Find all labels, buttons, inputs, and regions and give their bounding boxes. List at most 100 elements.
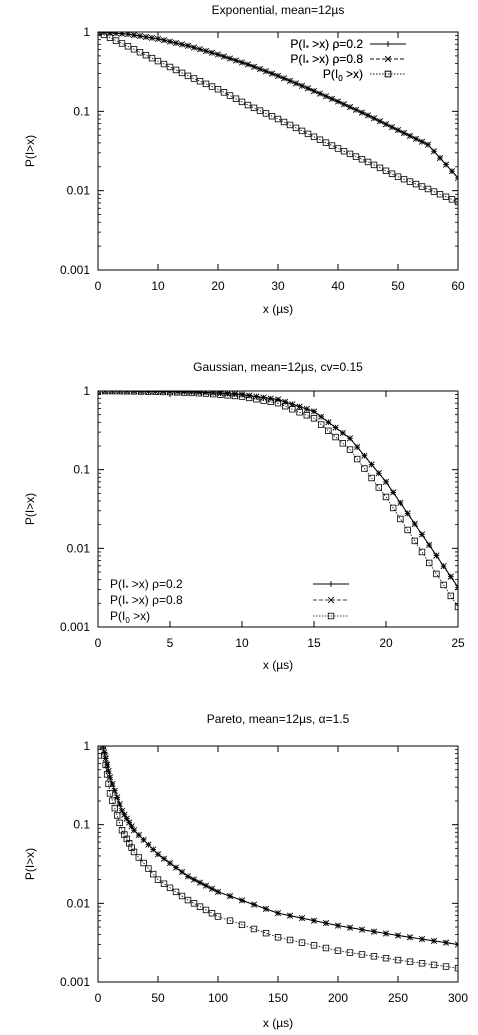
data-point — [224, 392, 231, 399]
data-point — [370, 115, 378, 122]
data-point — [154, 35, 162, 42]
data-point — [142, 33, 150, 41]
data-point — [267, 395, 274, 402]
data-point — [454, 174, 458, 181]
data-point — [244, 101, 252, 109]
y-tick-label: 0.001 — [60, 620, 90, 634]
data-point — [454, 603, 458, 611]
data-point — [130, 848, 138, 856]
data-point — [397, 515, 404, 523]
data-point — [382, 493, 390, 501]
data-point — [238, 921, 246, 929]
data-point — [250, 104, 258, 112]
data-point — [388, 170, 396, 177]
data-point — [328, 142, 336, 149]
data-point — [406, 132, 414, 140]
data-point — [440, 581, 447, 589]
data-point — [114, 812, 121, 819]
data-point — [111, 804, 118, 812]
legend-label: P(I0 >x) — [110, 609, 150, 625]
data-point — [226, 892, 234, 900]
data-point — [214, 888, 222, 895]
data-point — [166, 884, 174, 892]
plot-area — [98, 32, 458, 206]
x-axis-label: x (µs) — [263, 658, 293, 672]
data-point — [121, 811, 128, 818]
plot-frame — [97, 390, 459, 628]
data-point — [214, 51, 222, 58]
data-point — [303, 405, 310, 413]
data-point — [154, 851, 162, 858]
data-point — [390, 489, 397, 496]
data-point — [101, 749, 108, 756]
data-point — [274, 910, 282, 917]
data-point — [195, 391, 202, 396]
chart-panel-2: Gaussian, mean=12µs, cv=0.15 0 5 10 15 20 25 0.… — [23, 360, 465, 672]
data-point — [340, 101, 348, 108]
data-point — [137, 391, 145, 395]
data-point — [364, 112, 372, 119]
data-point — [101, 752, 108, 759]
data-point — [382, 930, 390, 937]
data-point — [346, 435, 354, 442]
data-point — [130, 32, 138, 39]
data-point — [178, 41, 186, 48]
data-point — [142, 51, 150, 59]
data-point — [231, 392, 238, 400]
chart-panel-1: Exponential, mean=12µs 0 10 20 30 40 50 60 0.001… — [23, 3, 465, 316]
data-point — [286, 77, 294, 84]
data-point — [105, 780, 112, 788]
data-point — [442, 161, 450, 168]
data-point — [196, 903, 204, 910]
data-point — [368, 474, 375, 482]
legend-marker — [385, 41, 391, 47]
x-tick-label: 60 — [451, 279, 465, 293]
data-point — [447, 573, 454, 580]
data-point — [262, 929, 270, 937]
data-point — [317, 421, 325, 428]
data-point — [250, 901, 258, 908]
data-point — [99, 746, 106, 750]
series-line — [98, 32, 458, 179]
data-point — [160, 855, 168, 862]
data-point — [209, 391, 217, 398]
data-point — [358, 951, 366, 958]
data-point — [454, 198, 458, 206]
data-point — [310, 415, 318, 422]
x-axis-label: x (µs) — [263, 302, 293, 316]
data-point — [172, 864, 180, 871]
legend: P(I* >x) ρ=0.2P(I* >x) ρ=0.8P(I0 >x) — [290, 37, 406, 83]
data-point — [173, 391, 181, 396]
data-point — [358, 926, 366, 933]
data-point — [202, 47, 210, 55]
data-point — [145, 391, 152, 395]
data-point — [404, 510, 411, 517]
legend: P(I* >x) ρ=0.2P(I* >x) ρ=0.8P(I0 >x) — [290, 37, 406, 83]
x-tick-label: 10 — [151, 279, 165, 293]
data-point — [346, 446, 354, 453]
data-point — [98, 32, 102, 36]
data-point — [166, 391, 174, 396]
data-point — [202, 391, 210, 396]
data-point — [159, 391, 166, 395]
data-point — [130, 391, 138, 395]
data-point — [352, 153, 360, 160]
data-point — [310, 917, 318, 924]
data-point — [426, 541, 433, 549]
data-point — [352, 106, 360, 113]
x-tick-label: 0 — [95, 636, 102, 650]
series-line — [98, 391, 458, 588]
data-point — [106, 790, 114, 797]
data-point — [232, 57, 240, 64]
data-point — [238, 897, 246, 904]
data-point — [303, 412, 310, 419]
data-point — [256, 65, 264, 73]
data-point — [126, 819, 133, 826]
data-point — [202, 906, 210, 914]
y-tick-label: 0.01 — [67, 184, 91, 198]
legend-label: P(I* >x) ρ=0.2 — [110, 577, 183, 593]
data-point — [454, 584, 458, 591]
x-axis-label: x (µs) — [263, 1016, 293, 1030]
data-point — [210, 391, 217, 396]
series-line — [98, 32, 458, 203]
